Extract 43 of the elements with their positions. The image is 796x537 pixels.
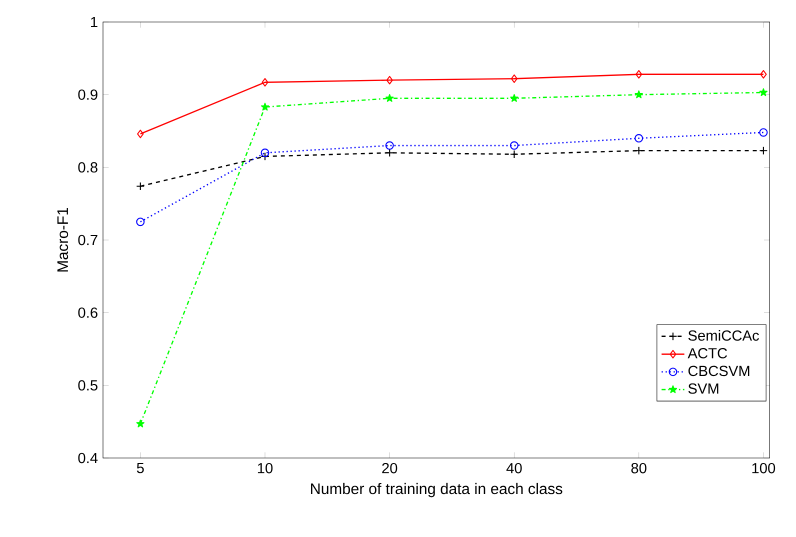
point — [759, 88, 768, 96]
point — [634, 146, 644, 155]
legend-label: CBCSVM — [688, 366, 750, 376]
point — [136, 420, 144, 428]
point — [136, 182, 145, 190]
y-tick-label: 0.9 — [78, 89, 98, 100]
x-tick-label: 10 — [258, 462, 273, 474]
point — [386, 94, 394, 102]
point — [136, 218, 145, 226]
point — [260, 102, 270, 111]
point — [262, 78, 268, 87]
point — [386, 76, 393, 84]
y-axis-title: Macro-F1 — [57, 208, 68, 272]
y-tick-label: 0.8 — [78, 162, 98, 173]
point — [385, 148, 394, 158]
point — [636, 70, 642, 79]
y-tick-label: 0.4 — [78, 452, 98, 464]
x-axis-title: Number of training data in each class — [311, 482, 562, 498]
y-tick-label: 0.7 — [78, 234, 98, 246]
legend-label: SVM — [688, 383, 718, 394]
x-tick-label: 100 — [752, 462, 776, 474]
legend-label: SemiCCAc — [688, 330, 760, 341]
x-tick-label: 80 — [631, 462, 646, 474]
point — [759, 146, 768, 155]
x-tick-label: 20 — [382, 462, 398, 474]
point — [510, 74, 518, 83]
point — [634, 90, 643, 98]
point — [510, 94, 518, 102]
y-tick-label: 1 — [91, 16, 98, 28]
point — [759, 128, 768, 137]
point — [510, 141, 518, 150]
y-tick-label: 0.5 — [78, 380, 98, 391]
point — [510, 150, 518, 159]
point — [137, 130, 144, 138]
point — [385, 141, 394, 150]
x-tick-label: 40 — [506, 462, 522, 474]
point — [260, 148, 270, 158]
x-tick-label: 5 — [136, 462, 144, 474]
y-tick-label: 0.6 — [78, 307, 98, 318]
point — [760, 70, 767, 79]
point — [260, 152, 270, 161]
legend-label: ACTC — [688, 348, 728, 358]
point — [634, 134, 644, 143]
